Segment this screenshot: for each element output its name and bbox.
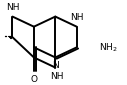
Text: N: N	[52, 61, 59, 70]
Text: NH$_2$: NH$_2$	[99, 41, 117, 54]
Text: O: O	[30, 75, 37, 84]
Text: NH: NH	[50, 72, 63, 81]
Text: NH: NH	[70, 13, 83, 22]
Text: NH: NH	[6, 3, 19, 12]
